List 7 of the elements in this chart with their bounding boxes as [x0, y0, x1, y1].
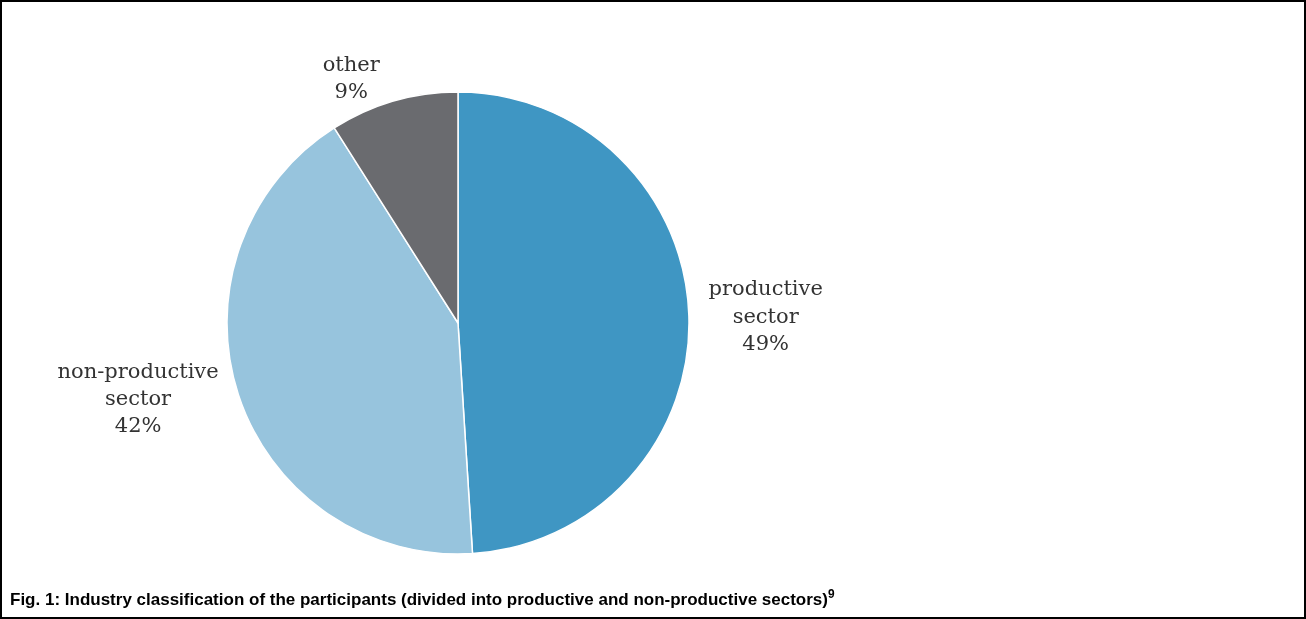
text: Fig. 1: Industry classification of the participants (divided into productive and non-productive sectors)$^{9}$ — [10, 587, 835, 610]
data-label: 42% — [114, 413, 162, 438]
data-label: 9% — [334, 79, 368, 104]
slice-label: other — [322, 51, 381, 76]
data-label: 49% — [742, 331, 790, 356]
slice-label: non-productive sector — [57, 358, 219, 411]
slice-label: productive sector — [708, 276, 823, 328]
